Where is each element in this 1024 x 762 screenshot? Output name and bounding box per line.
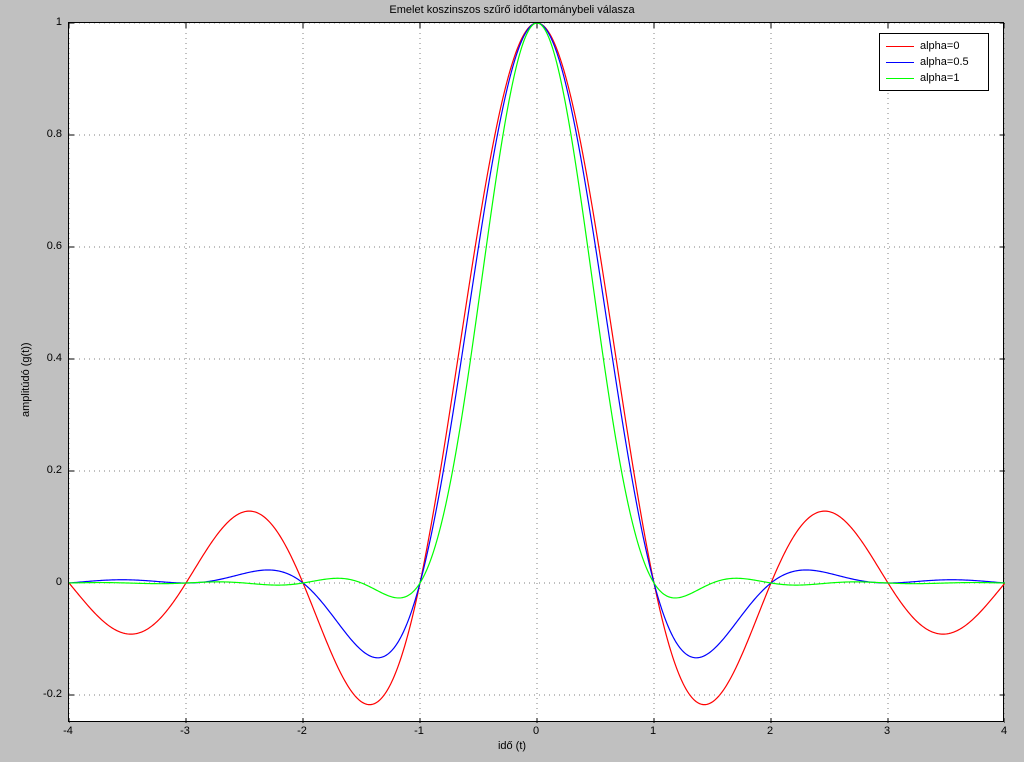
y-tick-label: 0.2	[32, 464, 62, 476]
legend-label: alpha=0	[920, 40, 959, 52]
plot-svg	[69, 23, 1005, 723]
x-tick-label: 0	[533, 725, 539, 737]
y-tick-label: -0.2	[32, 688, 62, 700]
x-tick-label: 1	[650, 725, 656, 737]
y-tick-label: 1	[32, 16, 62, 28]
x-tick-label: -4	[63, 725, 73, 737]
legend-swatch	[886, 46, 914, 47]
x-tick-label: -3	[180, 725, 190, 737]
y-tick-label: 0.4	[32, 352, 62, 364]
legend-item: alpha=0	[886, 38, 980, 54]
legend: alpha=0 alpha=0.5 alpha=1	[879, 33, 989, 91]
legend-label: alpha=1	[920, 72, 959, 84]
legend-item: alpha=0.5	[886, 54, 980, 70]
x-tick-label: -2	[297, 725, 307, 737]
plot-area: alpha=0 alpha=0.5 alpha=1	[68, 22, 1004, 722]
x-tick-label: -1	[414, 725, 424, 737]
y-tick-label: 0.6	[32, 240, 62, 252]
x-tick-label: 2	[767, 725, 773, 737]
legend-label: alpha=0.5	[920, 56, 969, 68]
y-tick-label: 0.8	[32, 128, 62, 140]
series-alpha=1	[69, 23, 1005, 598]
y-tick-label: 0	[32, 576, 62, 588]
legend-swatch	[886, 78, 914, 79]
legend-swatch	[886, 62, 914, 63]
figure-canvas: Emelet koszinszos szűrő időtartománybeli…	[0, 0, 1024, 762]
chart-title: Emelet koszinszos szűrő időtartománybeli…	[0, 4, 1024, 16]
x-axis-label: idő (t)	[0, 740, 1024, 752]
x-tick-label: 3	[884, 725, 890, 737]
y-axis-label: amplitúdó (g(t))	[20, 342, 32, 417]
x-tick-label: 4	[1001, 725, 1007, 737]
legend-item: alpha=1	[886, 70, 980, 86]
